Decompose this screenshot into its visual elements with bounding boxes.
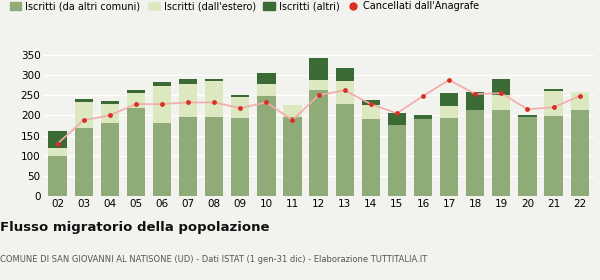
- Bar: [335, 81, 354, 104]
- Bar: [127, 90, 145, 93]
- Bar: [440, 118, 458, 196]
- Bar: [362, 119, 380, 196]
- Bar: [283, 117, 302, 196]
- Bar: [518, 115, 536, 116]
- Bar: [310, 90, 328, 196]
- Bar: [492, 80, 511, 95]
- Bar: [466, 92, 484, 110]
- Bar: [101, 104, 119, 123]
- Legend: Iscritti (da altri comuni), Iscritti (dall'estero), Iscritti (altri), Cancellati: Iscritti (da altri comuni), Iscritti (da…: [10, 1, 479, 11]
- Bar: [101, 101, 119, 104]
- Text: COMUNE DI SAN GIOVANNI AL NATISONE (UD) - Dati ISTAT (1 gen-31 dic) - Elaborazio: COMUNE DI SAN GIOVANNI AL NATISONE (UD) …: [0, 255, 427, 264]
- Bar: [153, 123, 171, 196]
- Bar: [414, 119, 432, 196]
- Bar: [310, 58, 328, 80]
- Bar: [257, 73, 275, 84]
- Bar: [440, 93, 458, 106]
- Bar: [49, 132, 67, 148]
- Bar: [466, 110, 484, 196]
- Bar: [231, 95, 250, 97]
- Bar: [153, 85, 171, 123]
- Bar: [205, 116, 223, 196]
- Bar: [518, 116, 536, 196]
- Bar: [205, 81, 223, 116]
- Bar: [179, 79, 197, 83]
- Bar: [414, 115, 432, 119]
- Bar: [388, 113, 406, 125]
- Text: Flusso migratorio della popolazione: Flusso migratorio della popolazione: [0, 221, 269, 234]
- Bar: [127, 108, 145, 196]
- Bar: [49, 148, 67, 156]
- Bar: [205, 79, 223, 81]
- Bar: [127, 93, 145, 108]
- Bar: [153, 82, 171, 85]
- Bar: [544, 91, 563, 116]
- Bar: [49, 156, 67, 196]
- Bar: [101, 123, 119, 196]
- Bar: [179, 83, 197, 116]
- Bar: [388, 125, 406, 196]
- Bar: [492, 95, 511, 110]
- Bar: [571, 110, 589, 196]
- Bar: [571, 92, 589, 110]
- Bar: [231, 97, 250, 118]
- Bar: [310, 80, 328, 90]
- Bar: [74, 102, 93, 128]
- Bar: [335, 104, 354, 196]
- Bar: [362, 105, 380, 119]
- Bar: [74, 128, 93, 196]
- Bar: [74, 99, 93, 102]
- Bar: [257, 96, 275, 196]
- Bar: [362, 101, 380, 105]
- Bar: [544, 89, 563, 91]
- Bar: [231, 118, 250, 196]
- Bar: [335, 68, 354, 81]
- Bar: [257, 84, 275, 96]
- Bar: [544, 116, 563, 196]
- Bar: [179, 116, 197, 196]
- Bar: [440, 106, 458, 118]
- Bar: [492, 110, 511, 196]
- Bar: [283, 105, 302, 117]
